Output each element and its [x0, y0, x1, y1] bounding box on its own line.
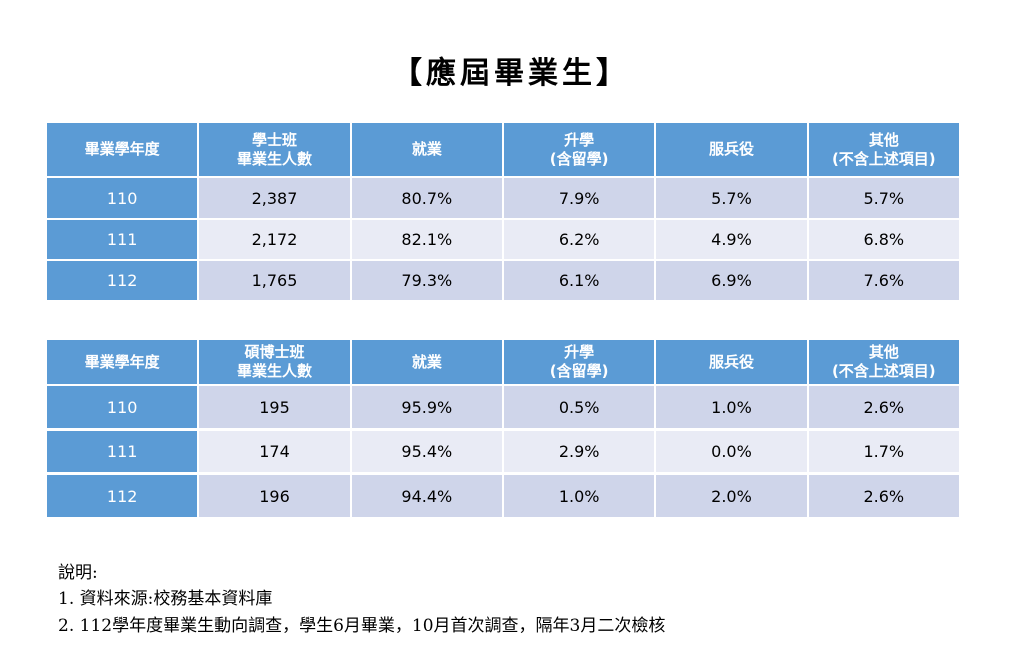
header-line: 就業: [411, 140, 442, 158]
data-cell: 1.0%: [656, 386, 807, 428]
header-cell: 學士班 畢業生人數: [199, 123, 350, 176]
data-cell: 7.9%: [504, 178, 655, 218]
header-cell: 其他 (不含上述項目): [808, 340, 959, 384]
header-line: 升學: [564, 130, 595, 149]
header-line: (含留學): [549, 362, 609, 380]
header-line: 升學: [564, 343, 595, 361]
data-cell: 1.7%: [808, 431, 959, 472]
header-line: 畢業學年度: [84, 140, 160, 158]
header-line: (含留學): [549, 149, 609, 168]
data-cell: 2.9%: [504, 431, 655, 472]
note: 2. 112學年度畢業生動向調查，學生6月畢業，10月首次調查，隔年3月二次檢核: [58, 616, 666, 636]
data-cell: 5.7%: [656, 178, 807, 218]
data-cell: 82.1%: [351, 220, 502, 259]
header-line: 碩博士班: [244, 343, 305, 361]
data-cell: 195: [199, 386, 350, 428]
data-cell: 4.9%: [656, 220, 807, 259]
data-cell: 80.7%: [351, 178, 502, 218]
data-cell: 79.3%: [351, 261, 502, 300]
data-cell: 95.9%: [351, 386, 502, 428]
data-cell: 1.0%: [504, 475, 655, 517]
data-cell: 6.9%: [656, 261, 807, 300]
header-cell: 碩博士班 畢業生人數: [199, 340, 350, 384]
header-line: 其他: [868, 343, 899, 361]
header-cell: 畢業學年度: [47, 340, 198, 384]
data-cell: 95.4%: [351, 431, 502, 472]
header-line: 服兵役: [708, 140, 754, 158]
data-cell: 2.6%: [808, 386, 959, 428]
row-header-cell: 112: [47, 475, 198, 517]
data-cell: 1,765: [199, 261, 350, 300]
data-cell: 2.0%: [656, 475, 807, 517]
data-cell: 94.4%: [351, 475, 502, 517]
header-line: 其他: [868, 130, 899, 149]
data-cell: 174: [199, 431, 350, 472]
header-line: 畢業學年度: [84, 352, 160, 371]
header-cell: 就業: [351, 340, 502, 384]
data-cell: 2,172: [199, 220, 350, 259]
data-cell: 5.7%: [808, 178, 959, 218]
note: 說明:: [58, 563, 98, 583]
header-cell: 畢業學年度: [47, 123, 198, 176]
header-line: 畢業生人數: [236, 149, 312, 168]
header-cell: 服兵役: [656, 340, 807, 384]
data-cell: 7.6%: [808, 261, 959, 300]
header-line: (不含上述項目): [831, 362, 936, 380]
data-cell: 2.6%: [808, 475, 959, 517]
header-line: 服兵役: [708, 352, 754, 371]
data-cell: 196: [199, 475, 350, 517]
title: 【應屆畢業生】: [392, 56, 630, 91]
data-cell: 0.5%: [504, 386, 655, 428]
header-cell: 其他 (不含上述項目): [808, 123, 959, 176]
header-line: 學士班: [251, 130, 297, 149]
note: 1. 資料來源:校務基本資料庫: [58, 589, 273, 609]
row-header-cell: 111: [47, 220, 198, 259]
header-cell: 就業: [351, 123, 502, 176]
row-header-cell: 110: [47, 386, 198, 428]
data-cell: 6.1%: [504, 261, 655, 300]
header-cell: 服兵役: [656, 123, 807, 176]
row-header-cell: 110: [47, 178, 198, 218]
header-line: 畢業生人數: [236, 362, 312, 380]
row-header-cell: 111: [47, 431, 198, 472]
row-header-cell: 112: [47, 261, 198, 300]
data-cell: 6.8%: [808, 220, 959, 259]
header-cell: 升學 (含留學): [504, 123, 655, 176]
header-line: 就業: [411, 352, 442, 371]
data-cell: 0.0%: [656, 431, 807, 472]
header-cell: 升學 (含留學): [504, 340, 655, 384]
data-cell: 6.2%: [504, 220, 655, 259]
header-line: (不含上述項目): [831, 149, 936, 168]
data-cell: 2,387: [199, 178, 350, 218]
